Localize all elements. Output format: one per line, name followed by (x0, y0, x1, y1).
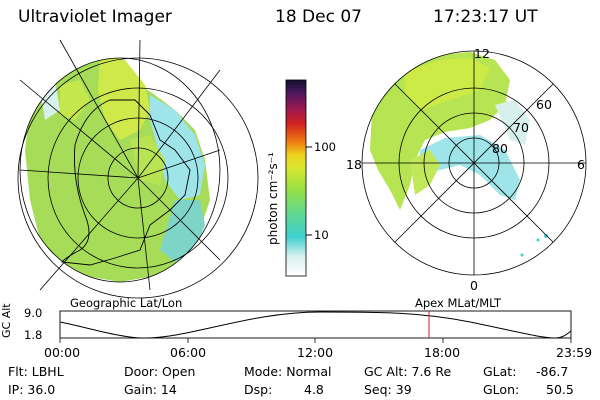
altitude-curve (59, 311, 572, 339)
altitude-plot-frame (59, 310, 572, 339)
colorbar-tick-10: 10 (314, 228, 329, 242)
gc-alt-info: GC Alt: 7.6 Re (364, 364, 452, 379)
timeline-xtick-1800: 18:00 (424, 345, 461, 360)
mlt-label-18: 18 (346, 157, 362, 172)
timeline-ytick-1-8: 1.8 (24, 328, 43, 342)
date-label: 18 Dec 07 (275, 7, 362, 27)
glon-label: GLon: (483, 382, 520, 397)
right-map-caption: Apex MLat/MLT (415, 296, 502, 310)
ip-info: IP: 36.0 (8, 382, 56, 397)
mlt-label-12: 12 (474, 46, 490, 61)
timeline-xtick-2359: 23:59 (556, 345, 593, 360)
seq-info: Seq: 39 (364, 382, 412, 397)
dsp-label: Dsp: (244, 382, 273, 397)
left-aurora-image (25, 58, 210, 282)
colorbar-unit-label: photon cm⁻²s⁻¹ (266, 152, 280, 245)
mlat-label-60: 60 (536, 97, 552, 112)
glat-value: -86.7 (536, 364, 569, 379)
left-map-caption: Geographic Lat/Lon (70, 296, 183, 310)
left-map-grid (17, 39, 259, 299)
timeline-xtick-0600: 06:00 (170, 345, 207, 360)
timeline-ylabel: GC Alt (0, 303, 13, 338)
mlt-label-0: 0 (470, 278, 478, 293)
timeline-ytick-9: 9.0 (24, 306, 43, 320)
door-info: Door: Open (124, 364, 196, 379)
mlt-label-6: 6 (577, 157, 585, 172)
gain-info: Gain: 14 (124, 382, 177, 397)
timeline-xtick-0000: 00:00 (44, 345, 81, 360)
colorbar (285, 79, 307, 277)
instrument-title: Ultraviolet Imager (18, 7, 172, 27)
mlat-label-80: 80 (492, 141, 508, 156)
timeline-xtick-1200: 12:00 (297, 345, 334, 360)
dsp-value: 4.8 (304, 382, 324, 397)
mode-info: Mode: Normal (244, 364, 332, 379)
mlat-label-70: 70 (513, 120, 529, 135)
right-map-grid (361, 50, 587, 276)
colorbar-tick-100: 100 (314, 140, 336, 154)
glon-value: 50.5 (546, 382, 574, 397)
glat-label: GLat: (483, 364, 517, 379)
time-label: 17:23:17 UT (433, 7, 538, 27)
filter-info: Flt: LBHL (8, 364, 64, 379)
